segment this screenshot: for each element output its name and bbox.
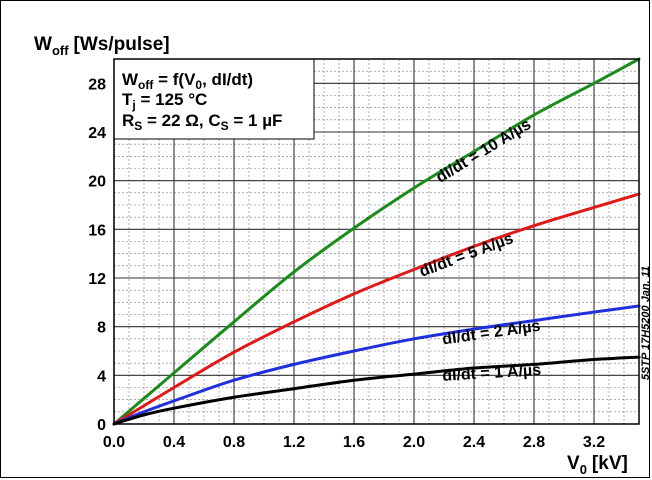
y-tick-labels: 0 4 8 12 16 20 24 28 bbox=[88, 76, 106, 434]
cond2-rest: = 125 °C bbox=[136, 90, 208, 109]
conditions-line-3: RS = 22 Ω, CS = 1 µF bbox=[122, 111, 282, 133]
curve-label-1a: dI/dt = 1 A/µs bbox=[442, 362, 542, 385]
x-tick-label: 1.6 bbox=[343, 434, 365, 451]
curve-label-2a: dI/dt = 2 A/µs bbox=[441, 318, 541, 349]
y-tick-label: 24 bbox=[88, 125, 106, 142]
cond3-sub: S bbox=[134, 119, 142, 133]
x-tick-label: 0.8 bbox=[223, 434, 245, 451]
plot-border bbox=[113, 58, 640, 425]
x-tick-labels: 0.0 0.4 0.8 1.2 1.6 2.0 2.4 2.8 3.2 bbox=[103, 434, 605, 451]
conditions-line-1: Woff = f(V0, dI/dt) bbox=[122, 70, 253, 92]
x-tick-label: 2.4 bbox=[463, 434, 485, 451]
y-axis-title-unit: [Ws/pulse] bbox=[74, 34, 170, 55]
y-tick-label: 4 bbox=[97, 368, 106, 385]
x-axis-title-unit: [kV] bbox=[592, 453, 628, 474]
x-tick-label: 0.0 bbox=[103, 434, 125, 451]
x-axis-title-main: V bbox=[567, 453, 580, 474]
cond2-main: T bbox=[122, 90, 133, 109]
series-line-10a bbox=[112, 57, 641, 426]
y-tick-label: 12 bbox=[88, 271, 106, 288]
cond3-main: R bbox=[122, 111, 134, 130]
y-tick-label: 28 bbox=[88, 76, 106, 93]
y-tick-label: 8 bbox=[97, 320, 106, 337]
series-line-2a bbox=[112, 304, 641, 426]
cond1-main: W bbox=[122, 70, 139, 89]
cond1-sub: off bbox=[138, 78, 154, 92]
cond3-rest: = 22 Ω, C bbox=[142, 111, 220, 130]
cond1-tail: , dI/dt) bbox=[202, 70, 253, 89]
cond2-sub: j bbox=[131, 98, 135, 112]
conditions-box: Woff = f(V0, dI/dt) Tj = 125 °C RS = 22 … bbox=[113, 58, 315, 140]
x-axis-title: V0 [kV] bbox=[567, 453, 628, 477]
series-line-1a bbox=[112, 355, 641, 426]
conditions-box-bg bbox=[113, 58, 315, 140]
series-layer bbox=[112, 57, 641, 426]
y-axis-title: Woff [Ws/pulse] bbox=[34, 34, 170, 58]
side-note: 5STP 17H5200 Jan. 11 bbox=[640, 266, 651, 380]
cond1-rest: = f(V bbox=[153, 70, 196, 89]
series-line-5a bbox=[112, 192, 641, 426]
cond1-sub2: 0 bbox=[195, 78, 202, 92]
x-tick-label: 2.0 bbox=[403, 434, 425, 451]
x-tick-label: 3.2 bbox=[583, 434, 605, 451]
y-axis-title-main: W bbox=[34, 34, 52, 55]
x-axis-title-sub: 0 bbox=[580, 462, 587, 477]
x-tick-label: 2.8 bbox=[523, 434, 545, 451]
conditions-line-2: Tj = 125 °C bbox=[122, 90, 207, 112]
y-tick-label: 0 bbox=[97, 417, 106, 434]
y-tick-label: 20 bbox=[88, 174, 106, 191]
cond3-tail: = 1 µF bbox=[229, 111, 283, 130]
y-axis-title-sub: off bbox=[52, 43, 69, 58]
cond3-sub2: S bbox=[221, 119, 229, 133]
x-tick-label: 0.4 bbox=[163, 434, 185, 451]
y-tick-label: 16 bbox=[88, 222, 106, 239]
curve-label-5a: dI/dt = 5 A/µs bbox=[417, 230, 516, 281]
x-tick-label: 1.2 bbox=[283, 434, 305, 451]
